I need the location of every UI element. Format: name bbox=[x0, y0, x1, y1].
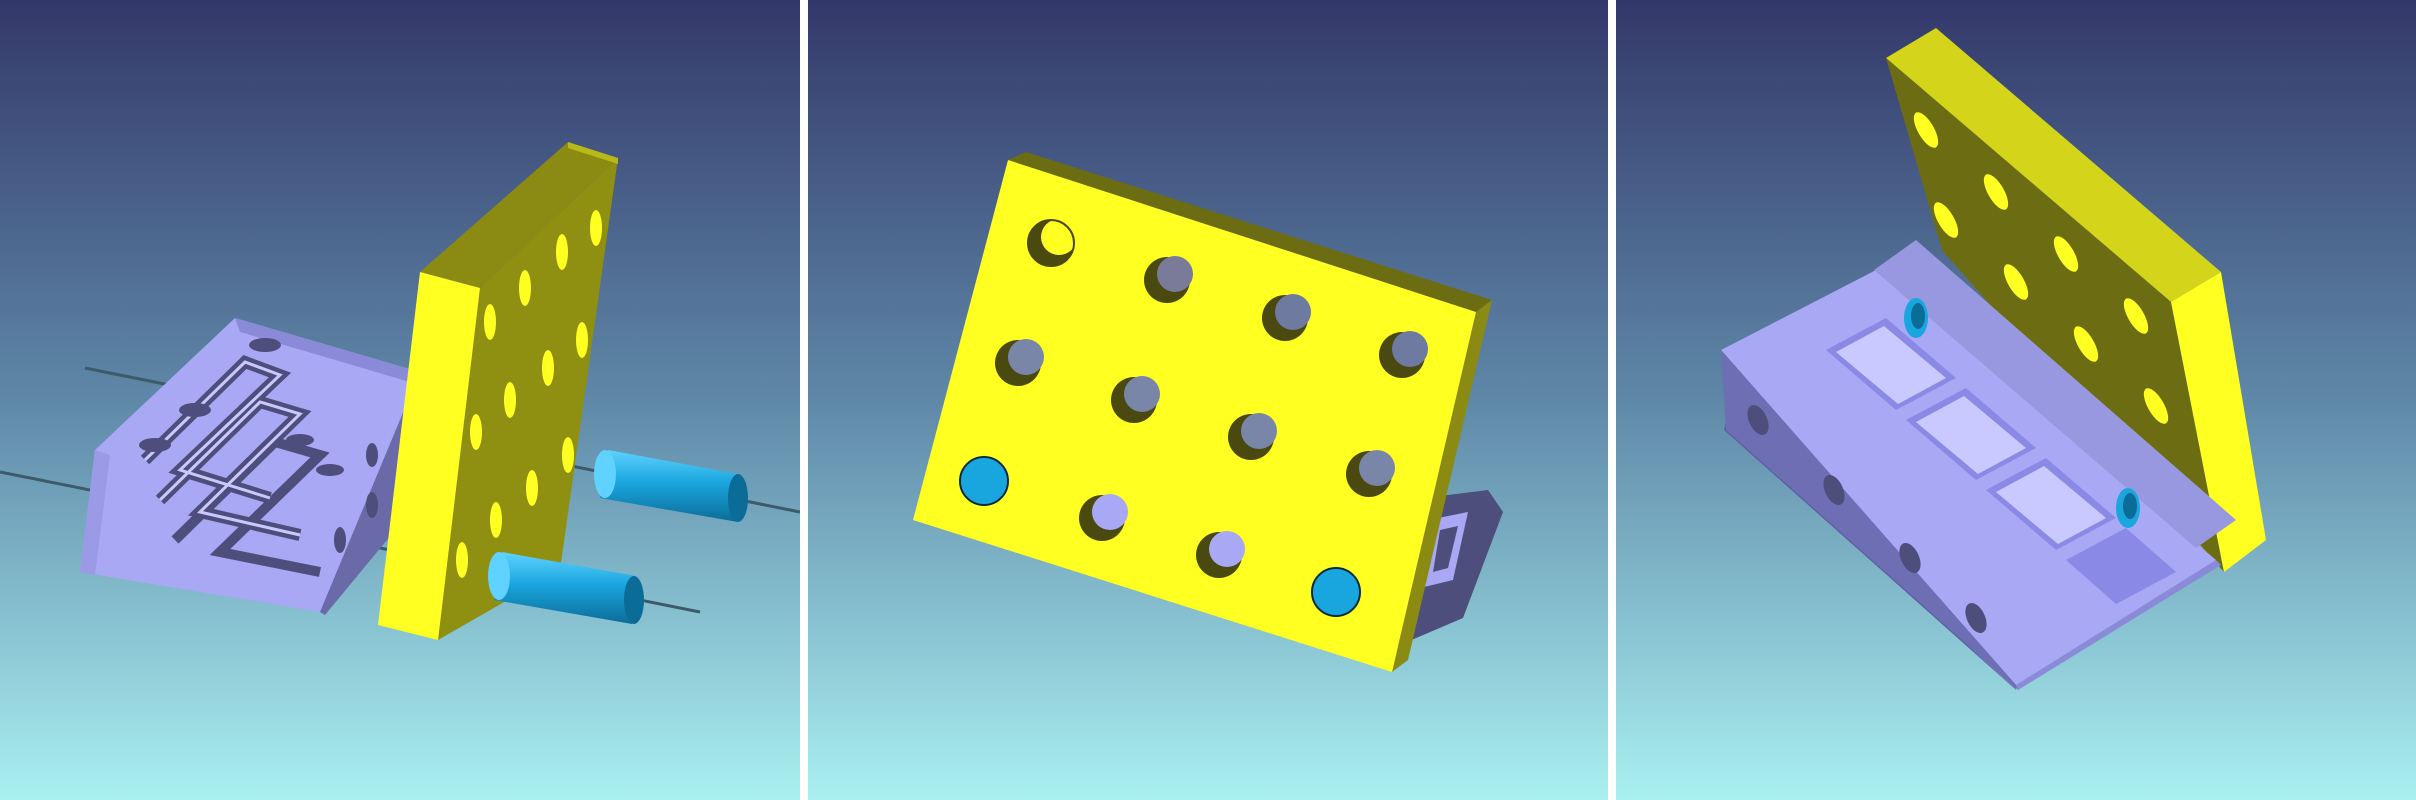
scene-exploded bbox=[0, 0, 800, 800]
cylinder-pin-upper[interactable] bbox=[594, 450, 748, 522]
plate-holes bbox=[959, 219, 1428, 617]
slotted-base-block[interactable] bbox=[1721, 240, 2236, 690]
panel-separator bbox=[800, 0, 808, 800]
cylinder-pin-lower[interactable] bbox=[488, 552, 644, 624]
scene-open-hinge bbox=[1616, 0, 2416, 800]
viewport-exploded-view[interactable] bbox=[0, 0, 800, 800]
viewport-open-hinge-view[interactable] bbox=[1616, 0, 2416, 800]
slotted-block[interactable] bbox=[80, 318, 420, 615]
panel-separator bbox=[1608, 0, 1616, 800]
perforated-plate[interactable] bbox=[378, 142, 618, 640]
perforated-plate[interactable] bbox=[913, 152, 1492, 672]
scene-plate-front bbox=[808, 0, 1608, 800]
viewport-plate-front-view[interactable] bbox=[808, 0, 1608, 800]
